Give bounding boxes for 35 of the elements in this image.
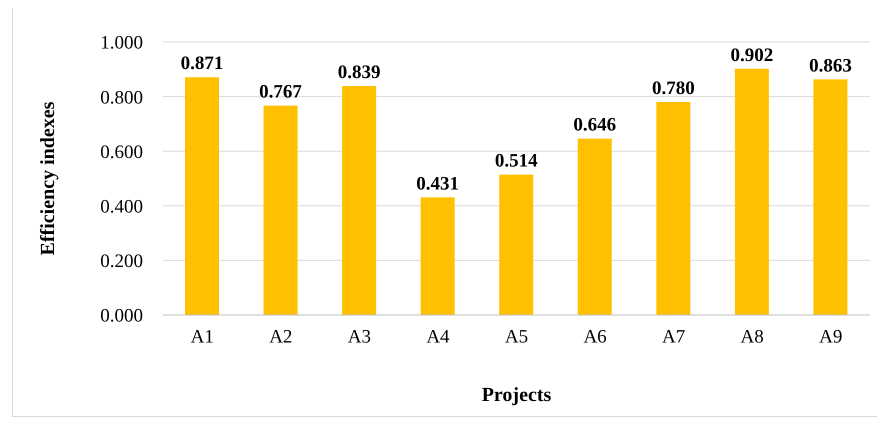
y-tick-label: 0.600	[100, 142, 143, 163]
y-tick-label: 0.000	[100, 306, 143, 327]
x-axis-title: Projects	[482, 384, 552, 406]
data-label: 0.839	[338, 62, 380, 83]
y-tick-label: 1.000	[100, 32, 143, 54]
x-tick-label: A8	[740, 326, 764, 348]
bar	[578, 138, 612, 315]
x-tick-label: A9	[819, 326, 842, 348]
data-label: 0.431	[416, 173, 460, 194]
bar	[499, 174, 534, 315]
bar	[813, 79, 848, 315]
y-axis-title: Efficiency indexes	[37, 101, 60, 256]
x-tick-label: A6	[583, 326, 607, 348]
data-label: 0.646	[573, 114, 616, 136]
bar	[342, 86, 376, 315]
bar	[185, 77, 219, 315]
x-tick-label: A4	[426, 326, 450, 348]
y-tick-label: 0.800	[100, 87, 143, 108]
x-tick-label: A2	[269, 326, 292, 348]
data-label: 0.871	[180, 53, 224, 74]
y-tick-label: 0.200	[100, 251, 143, 272]
x-tick-label: A5	[504, 326, 528, 348]
data-label: 0.902	[730, 44, 774, 66]
data-label: 0.863	[809, 55, 852, 76]
x-tick-label: A1	[190, 326, 214, 348]
bar	[264, 106, 298, 315]
y-tick-label: 0.400	[100, 196, 143, 218]
data-label: 0.514	[494, 150, 538, 172]
data-label: 0.767	[259, 82, 302, 103]
bar	[656, 102, 690, 315]
data-label: 0.780	[652, 78, 695, 100]
x-tick-label: A3	[348, 326, 372, 348]
bar	[420, 197, 455, 315]
x-tick-label: A7	[662, 326, 686, 348]
bar	[734, 68, 769, 315]
